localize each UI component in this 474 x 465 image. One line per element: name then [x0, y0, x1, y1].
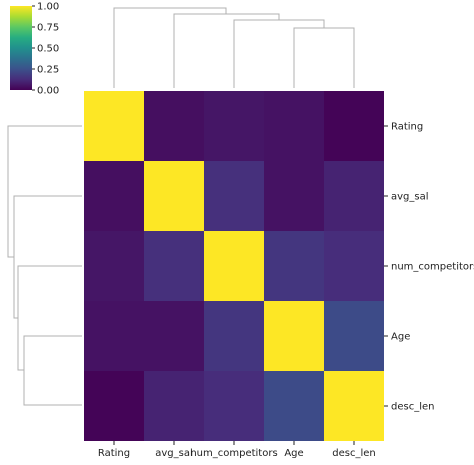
- row-tick-label: Rating: [391, 122, 423, 133]
- row-tick-labels: Rating avg_sal num_competitors Age desc_len: [384, 122, 474, 413]
- colorbar-tick-label: 0.50: [37, 44, 59, 55]
- heatmap-cell: [204, 231, 264, 301]
- column-dendrogram-link: [233, 19, 325, 88]
- heatmap-cell: [264, 231, 324, 301]
- heatmap-cell: [264, 371, 324, 441]
- column-tick-label: Rating: [98, 448, 130, 459]
- colorbar-tick-label: 1.00: [37, 2, 59, 13]
- heatmap-cell: [324, 371, 384, 441]
- colorbar-ticks: 0.00 0.25 0.50 0.75 1.00: [32, 2, 59, 97]
- row-dendrogram-link: [23, 335, 82, 406]
- column-tick-label: Age: [284, 448, 303, 459]
- colorbar-tick-label: 0.25: [37, 65, 59, 76]
- heatmap-cell: [204, 91, 264, 161]
- heatmap-cell: [144, 231, 204, 301]
- column-tick-label: avg_sal: [155, 448, 193, 459]
- heatmap-cell: [264, 161, 324, 231]
- colorbar-tick-label: 0.75: [37, 23, 59, 34]
- colorbar-gradient: [10, 6, 32, 90]
- heatmap-cell: [264, 301, 324, 371]
- row-dendrogram-link: [17, 265, 82, 371]
- heatmap-cell: [324, 161, 384, 231]
- row-dendrogram-link: [7, 125, 82, 258]
- heatmap-cell: [324, 301, 384, 371]
- row-tick-label: num_competitors: [391, 262, 474, 273]
- row-tick-label: Age: [391, 332, 410, 343]
- colorbar: 0.00 0.25 0.50 0.75 1.00: [10, 2, 59, 97]
- column-tick-label: desc_len: [332, 448, 375, 459]
- row-dendrogram-link: [13, 195, 82, 319]
- heatmap-cell: [204, 301, 264, 371]
- heatmap-cell: [144, 161, 204, 231]
- column-dendrogram-link: [173, 13, 280, 88]
- heatmap-cell: [84, 301, 144, 371]
- column-dendrogram-link: [293, 27, 355, 88]
- heatmap-cell: [324, 91, 384, 161]
- column-tick-label: num_competitors: [190, 448, 277, 459]
- heatmap-cell: [84, 371, 144, 441]
- heatmap-cell: [84, 231, 144, 301]
- heatmap-cell: [144, 371, 204, 441]
- heatmap-cell: [204, 371, 264, 441]
- heatmap-cell: [144, 301, 204, 371]
- colorbar-tick-label: 0.00: [37, 86, 59, 97]
- row-tick-label: avg_sal: [391, 192, 429, 203]
- column-dendrogram: [113, 7, 355, 88]
- heatmap-cell: [84, 91, 144, 161]
- column-dendrogram-link: [113, 7, 227, 88]
- heatmap-cell: [324, 231, 384, 301]
- row-dendrogram: [7, 125, 82, 406]
- heatmap-cell: [144, 91, 204, 161]
- row-tick-label: desc_len: [391, 402, 434, 413]
- heatmap-cell: [204, 161, 264, 231]
- heatmap-cells: [84, 91, 384, 441]
- heatmap-cell: [84, 161, 144, 231]
- heatmap-cell: [264, 91, 324, 161]
